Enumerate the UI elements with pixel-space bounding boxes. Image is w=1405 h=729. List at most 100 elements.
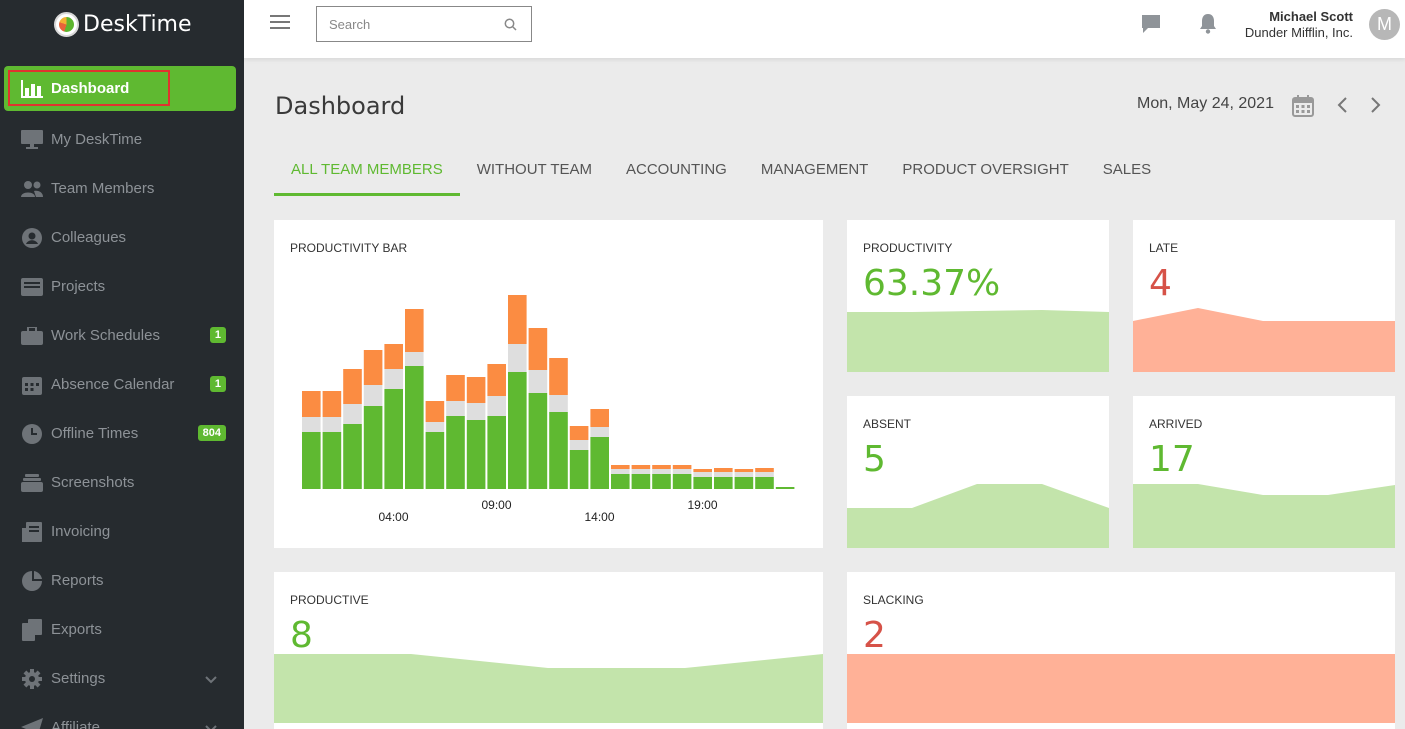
bar-segment-2-0[interactable] <box>343 424 362 489</box>
bar-segment-8-2[interactable] <box>466 377 486 403</box>
sidebar-item-dashboard[interactable]: Dashboard <box>4 66 236 111</box>
bar-segment-12-2[interactable] <box>549 358 568 395</box>
bar-segment-9-1[interactable] <box>487 396 506 416</box>
user-name[interactable]: Michael Scott <box>1269 9 1353 24</box>
bar-segment-15-1[interactable] <box>611 469 630 474</box>
bar-segment-21-2[interactable] <box>734 469 754 472</box>
bar-segment-10-2[interactable] <box>508 295 527 344</box>
bar-segment-22-1[interactable] <box>755 472 774 477</box>
sidebar-item-offline-times[interactable]: Offline Times 804 <box>0 409 244 458</box>
bar-segment-4-2[interactable] <box>384 344 403 369</box>
bar-segment-2-1[interactable] <box>343 404 362 424</box>
bar-segment-3-1[interactable] <box>363 385 383 406</box>
sidebar-item-settings[interactable]: Settings <box>0 654 244 703</box>
bar-segment-12-0[interactable] <box>549 412 568 489</box>
bar-segment-21-0[interactable] <box>734 477 754 489</box>
bar-segment-18-1[interactable] <box>672 469 692 474</box>
bar-segment-1-2[interactable] <box>322 391 342 417</box>
bar-segment-13-2[interactable] <box>569 426 589 440</box>
bar-segment-10-1[interactable] <box>508 344 527 372</box>
chevron-left-icon[interactable] <box>1336 96 1348 114</box>
bar-segment-22-2[interactable] <box>755 468 774 472</box>
bar-segment-4-1[interactable] <box>384 369 403 389</box>
search-box[interactable] <box>316 6 532 42</box>
tab-all-team-members[interactable]: ALL TEAM MEMBERS <box>274 152 460 196</box>
bar-segment-7-0[interactable] <box>446 416 465 489</box>
bar-segment-8-0[interactable] <box>466 420 486 489</box>
bar-segment-12-1[interactable] <box>549 395 568 412</box>
sidebar-item-screenshots[interactable]: Screenshots <box>0 458 244 507</box>
bar-segment-18-0[interactable] <box>672 474 692 489</box>
bar-segment-6-0[interactable] <box>425 432 445 489</box>
bar-segment-8-1[interactable] <box>466 403 486 420</box>
bar-segment-17-0[interactable] <box>652 474 671 489</box>
bar-segment-1-1[interactable] <box>322 417 342 432</box>
bar-segment-6-2[interactable] <box>425 401 445 422</box>
avatar[interactable]: M <box>1369 9 1400 40</box>
search-icon[interactable] <box>504 18 517 31</box>
bar-segment-11-2[interactable] <box>528 328 548 370</box>
sidebar-item-invoicing[interactable]: Invoicing <box>0 507 244 556</box>
bar-segment-7-1[interactable] <box>446 401 465 416</box>
bar-segment-5-1[interactable] <box>405 352 424 366</box>
tab-sales[interactable]: SALES <box>1102 161 1152 178</box>
calendar-icon[interactable] <box>1292 95 1314 117</box>
bar-segment-11-1[interactable] <box>528 370 548 393</box>
bar-segment-19-2[interactable] <box>693 469 712 472</box>
search-input[interactable] <box>329 17 499 32</box>
sidebar-item-affiliate[interactable]: Affiliate <box>0 703 244 729</box>
bar-segment-3-2[interactable] <box>363 350 383 385</box>
bar-segment-13-0[interactable] <box>569 450 589 489</box>
bar-segment-5-2[interactable] <box>405 309 424 352</box>
bar-segment-3-0[interactable] <box>363 406 383 489</box>
bar-segment-4-0[interactable] <box>384 389 403 489</box>
bar-segment-16-2[interactable] <box>631 465 651 469</box>
bar-segment-16-1[interactable] <box>631 469 651 474</box>
bar-segment-0-0[interactable] <box>302 432 321 489</box>
tab-accounting[interactable]: ACCOUNTING <box>626 161 727 178</box>
bar-segment-15-0[interactable] <box>611 474 630 489</box>
app-logo[interactable]: DeskTime <box>54 12 192 37</box>
sidebar-item-exports[interactable]: Exports <box>0 605 244 654</box>
bar-segment-20-2[interactable] <box>714 468 733 472</box>
bar-segment-5-0[interactable] <box>405 366 424 489</box>
bar-segment-22-0[interactable] <box>755 477 774 489</box>
bar-segment-23-0[interactable] <box>775 487 795 489</box>
bar-segment-7-2[interactable] <box>446 375 465 401</box>
bar-segment-14-1[interactable] <box>590 427 609 437</box>
chevron-down-icon[interactable] <box>205 720 217 729</box>
sidebar-item-reports[interactable]: Reports <box>0 556 244 605</box>
sidebar-item-absence-calendar[interactable]: Absence Calendar 1 <box>0 360 244 409</box>
sidebar-item-work-schedules[interactable]: Work Schedules 1 <box>0 311 244 360</box>
bar-segment-20-1[interactable] <box>714 472 733 477</box>
bar-segment-19-0[interactable] <box>693 477 712 489</box>
bar-segment-15-2[interactable] <box>611 465 630 469</box>
bar-segment-14-2[interactable] <box>590 409 609 427</box>
bar-segment-17-1[interactable] <box>652 469 671 474</box>
bar-segment-9-2[interactable] <box>487 364 506 396</box>
bar-segment-13-1[interactable] <box>569 440 589 450</box>
sidebar-item-my-desktime[interactable]: My DeskTime <box>0 115 244 164</box>
bar-segment-0-1[interactable] <box>302 417 321 432</box>
bar-segment-6-1[interactable] <box>425 422 445 432</box>
bell-icon[interactable] <box>1199 13 1217 35</box>
bar-segment-17-2[interactable] <box>652 465 671 469</box>
bar-segment-11-0[interactable] <box>528 393 548 489</box>
bar-segment-19-1[interactable] <box>693 472 712 477</box>
chevron-down-icon[interactable] <box>205 671 217 688</box>
tab-management[interactable]: MANAGEMENT <box>760 161 869 178</box>
sidebar-item-colleagues[interactable]: Colleagues <box>0 213 244 262</box>
bar-segment-20-0[interactable] <box>714 477 733 489</box>
tab-product-oversight[interactable]: PRODUCT OVERSIGHT <box>902 161 1069 178</box>
bar-segment-9-0[interactable] <box>487 416 506 489</box>
chat-icon[interactable] <box>1140 13 1162 35</box>
bar-segment-16-0[interactable] <box>631 474 651 489</box>
bar-segment-21-1[interactable] <box>734 472 754 477</box>
sidebar-item-projects[interactable]: Projects <box>0 262 244 311</box>
menu-toggle-icon[interactable] <box>270 15 290 31</box>
bar-segment-1-0[interactable] <box>322 432 342 489</box>
bar-segment-10-0[interactable] <box>508 372 527 489</box>
bar-segment-14-0[interactable] <box>590 437 609 489</box>
bar-segment-18-2[interactable] <box>672 465 692 469</box>
chevron-right-icon[interactable] <box>1370 96 1382 114</box>
